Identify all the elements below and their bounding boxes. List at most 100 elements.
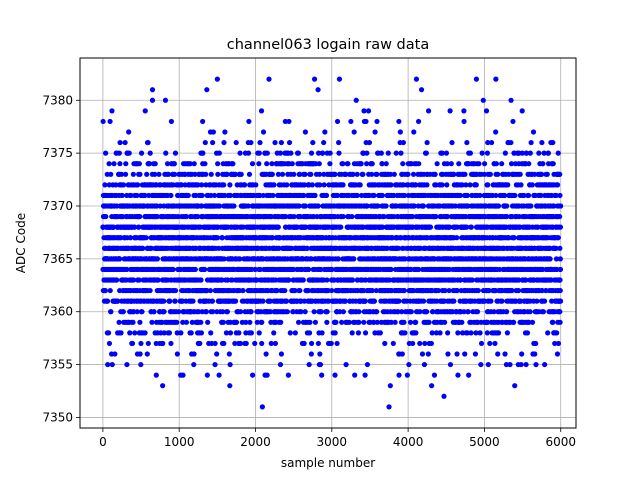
data-point — [410, 171, 417, 177]
data-point — [374, 309, 380, 315]
data-point — [146, 161, 153, 167]
data-point — [306, 330, 313, 336]
data-point — [283, 298, 290, 304]
data-point — [362, 372, 368, 378]
data-point — [312, 319, 319, 325]
data-point — [317, 351, 323, 357]
data-point — [110, 224, 117, 230]
data-point — [231, 203, 237, 209]
data-point — [340, 309, 347, 315]
data-point — [187, 161, 193, 167]
data-point — [113, 182, 119, 188]
data-point — [473, 182, 479, 188]
data-point — [364, 361, 371, 368]
data-point — [109, 108, 115, 114]
data-point — [248, 309, 254, 315]
data-point — [312, 192, 318, 199]
data-point — [464, 192, 471, 199]
data-point — [315, 203, 321, 209]
data-point — [114, 277, 120, 283]
data-point — [300, 277, 306, 283]
data-point — [462, 171, 468, 177]
data-point — [152, 161, 158, 167]
data-point — [222, 129, 228, 135]
data-point — [437, 330, 443, 336]
data-point — [202, 161, 208, 167]
data-point — [400, 161, 406, 167]
data-point — [127, 235, 134, 241]
data-point — [392, 319, 398, 325]
data-point — [136, 224, 142, 230]
data-point — [317, 361, 324, 368]
data-point — [272, 139, 278, 146]
data-point — [419, 351, 426, 357]
data-point — [155, 277, 161, 283]
data-point — [334, 340, 340, 347]
data-point — [220, 319, 226, 325]
data-point — [120, 309, 126, 315]
data-point — [147, 287, 153, 294]
data-point — [143, 235, 149, 241]
data-point — [423, 150, 429, 156]
data-point — [168, 118, 175, 125]
data-point — [402, 330, 408, 336]
data-point — [259, 319, 265, 325]
data-point — [475, 287, 481, 294]
data-point — [479, 150, 485, 156]
data-point — [328, 340, 334, 347]
data-point — [165, 171, 172, 177]
data-point — [478, 340, 485, 347]
data-point — [272, 340, 279, 347]
data-point — [411, 129, 417, 135]
data-point — [105, 361, 111, 368]
data-point — [340, 182, 346, 188]
data-point — [308, 171, 314, 177]
data-point — [233, 319, 240, 325]
data-point — [214, 351, 220, 357]
data-point — [282, 287, 288, 294]
data-point — [397, 129, 403, 135]
data-point — [277, 150, 283, 156]
data-point — [371, 298, 377, 304]
data-point — [100, 118, 106, 125]
data-point — [355, 330, 362, 336]
data-point — [209, 298, 216, 304]
data-point — [461, 108, 467, 114]
data-point — [401, 319, 407, 325]
data-point — [123, 161, 129, 167]
data-point — [424, 139, 430, 146]
data-point — [410, 340, 416, 347]
data-point — [302, 129, 309, 135]
data-point — [179, 298, 185, 304]
data-point — [336, 139, 342, 146]
data-point — [399, 351, 405, 357]
data-point — [145, 340, 151, 347]
data-point — [202, 139, 208, 146]
data-point — [210, 309, 216, 315]
data-point — [455, 372, 461, 378]
data-point — [445, 351, 451, 357]
data-point — [348, 118, 354, 125]
data-point — [191, 361, 197, 368]
data-point — [413, 330, 419, 336]
data-point — [396, 372, 402, 378]
data-point — [160, 340, 166, 347]
data-point — [454, 235, 460, 241]
data-point — [464, 139, 470, 146]
data-point — [174, 351, 180, 357]
data-point — [342, 298, 348, 304]
data-point — [252, 340, 258, 347]
data-point — [188, 330, 194, 336]
data-point — [400, 139, 406, 146]
data-point — [443, 150, 450, 156]
data-point — [196, 309, 202, 315]
data-point — [172, 298, 178, 304]
data-point — [109, 361, 115, 368]
data-point — [207, 287, 214, 294]
data-point — [363, 118, 369, 125]
data-point — [338, 224, 344, 230]
data-point — [106, 340, 113, 347]
data-point — [204, 372, 210, 378]
data-point — [297, 287, 303, 294]
data-point — [340, 213, 346, 220]
